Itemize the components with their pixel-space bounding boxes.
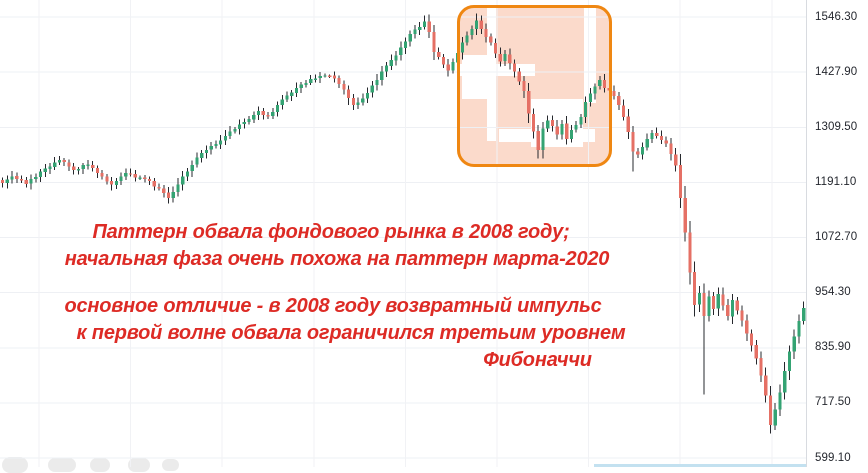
highlight-box-gap — [584, 5, 596, 103]
highlight-box-gap — [462, 55, 490, 99]
y-axis-label: 1191.10 — [815, 175, 857, 188]
y-axis-label: 1427.90 — [815, 65, 858, 78]
annotation-text-line: к первой волне обвала ограничился третьи… — [76, 322, 626, 344]
y-axis-label: 599.10 — [815, 451, 851, 464]
annotation-text-line: Фибоначчи — [483, 349, 592, 371]
chart-canvas[interactable] — [0, 0, 806, 467]
y-axis-label: 717.50 — [815, 396, 851, 409]
y-axis-label: 1072.70 — [815, 231, 858, 243]
y-axis-panel[interactable]: 1546.30 1427.90 1309.50 1191.10 1072.70 954.3… — [806, 0, 868, 467]
annotation-text-line: Паттерн обвала фондового рынка в 2008 го… — [92, 221, 570, 243]
highlight-box[interactable] — [457, 5, 612, 167]
time-axis-highlight-strip — [594, 464, 806, 467]
y-axis-label: 835.90 — [815, 341, 851, 354]
y-axis-label: 1546.30 — [815, 10, 858, 23]
y-axis-label: 954.30 — [815, 286, 851, 299]
y-axis-label: 1309.50 — [815, 120, 858, 133]
annotation-text-line: основное отличие - в 2008 году возвратны… — [64, 295, 602, 317]
annotation-text-line: начальная фаза очень похожа на паттерн м… — [64, 248, 610, 270]
